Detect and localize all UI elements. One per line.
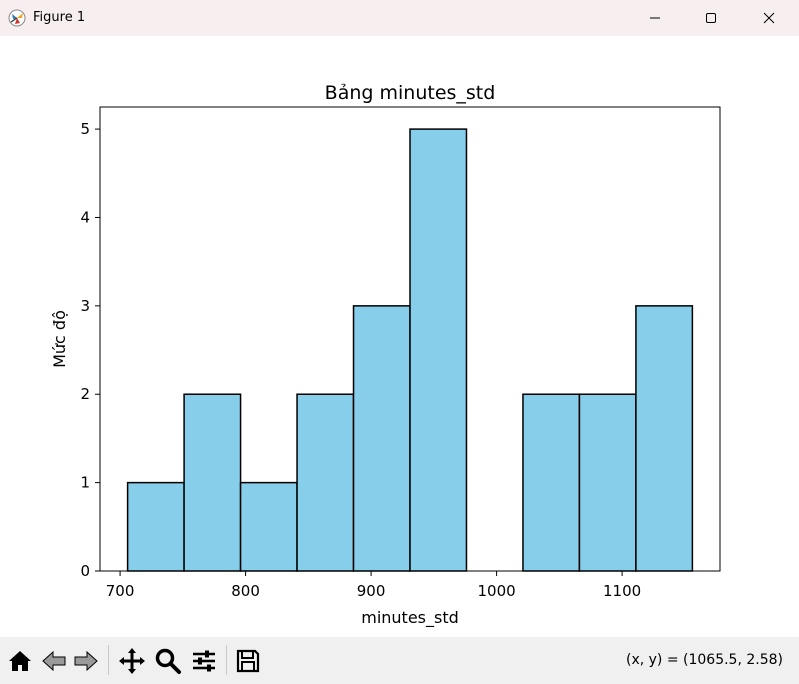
y-tick-label: 0 — [80, 562, 90, 580]
histogram-bar — [239, 481, 298, 572]
pan-icon — [119, 648, 145, 674]
x-tick-label: 800 — [231, 582, 260, 600]
figure-canvas[interactable]: Bảng minutes_std 700 800 900 1000 1100 0 1 2 3 4… — [0, 36, 799, 637]
histogram-bar — [522, 393, 581, 572]
histogram-chart: Bảng minutes_std 700 800 900 1000 1100 0 1 2 3 4… — [50, 82, 721, 628]
histogram-bar — [352, 305, 411, 572]
y-tick-label: 5 — [80, 120, 90, 138]
histogram-bar — [578, 393, 637, 572]
histogram-bar — [635, 305, 694, 572]
maximize-icon — [706, 13, 716, 23]
plot-area-frame — [99, 106, 721, 572]
home-button[interactable] — [4, 645, 36, 677]
maximize-button[interactable] — [683, 0, 739, 36]
toolbar-separator — [108, 645, 109, 675]
y-tick-label: 1 — [80, 474, 90, 492]
back-button[interactable] — [38, 645, 70, 677]
x-axis-label: minutes_std — [361, 608, 459, 628]
histogram-bar — [409, 128, 468, 572]
y-axis-label: Mức độ — [50, 310, 69, 368]
histogram-bar — [183, 393, 242, 572]
save-button[interactable] — [232, 645, 264, 677]
x-tick-label: 1000 — [478, 582, 516, 600]
close-icon — [763, 12, 775, 24]
navigation-toolbar: (x, y) = (1065.5, 2.58) — [0, 637, 799, 684]
zoom-icon — [155, 648, 181, 674]
minimize-button[interactable] — [627, 0, 683, 36]
back-icon — [42, 650, 66, 672]
y-tick-label: 3 — [80, 297, 90, 315]
forward-button[interactable] — [70, 645, 102, 677]
minimize-icon — [650, 17, 660, 19]
title-bar: Figure 1 — [0, 0, 799, 36]
configure-subplots-icon — [193, 650, 215, 672]
chart-title: Bảng minutes_std — [325, 82, 496, 104]
close-button[interactable] — [741, 0, 797, 36]
x-tick-label: 1100 — [603, 582, 641, 600]
forward-icon — [74, 650, 98, 672]
y-tick-label: 4 — [80, 208, 90, 226]
zoom-button[interactable] — [152, 645, 184, 677]
pan-button[interactable] — [116, 645, 148, 677]
y-tick-label: 2 — [80, 385, 90, 403]
x-tick-label: 900 — [357, 582, 386, 600]
x-tick-label: 700 — [106, 582, 135, 600]
toolbar-separator — [226, 645, 227, 675]
window-title: Figure 1 — [33, 10, 86, 25]
home-icon — [9, 651, 31, 671]
histogram-bar — [126, 481, 185, 572]
matplotlib-app-icon — [8, 9, 26, 27]
cursor-coordinates: (x, y) = (1065.5, 2.58) — [625, 652, 783, 668]
configure-subplots-button[interactable] — [188, 645, 220, 677]
save-icon — [236, 649, 260, 673]
histogram-bar — [296, 393, 355, 572]
